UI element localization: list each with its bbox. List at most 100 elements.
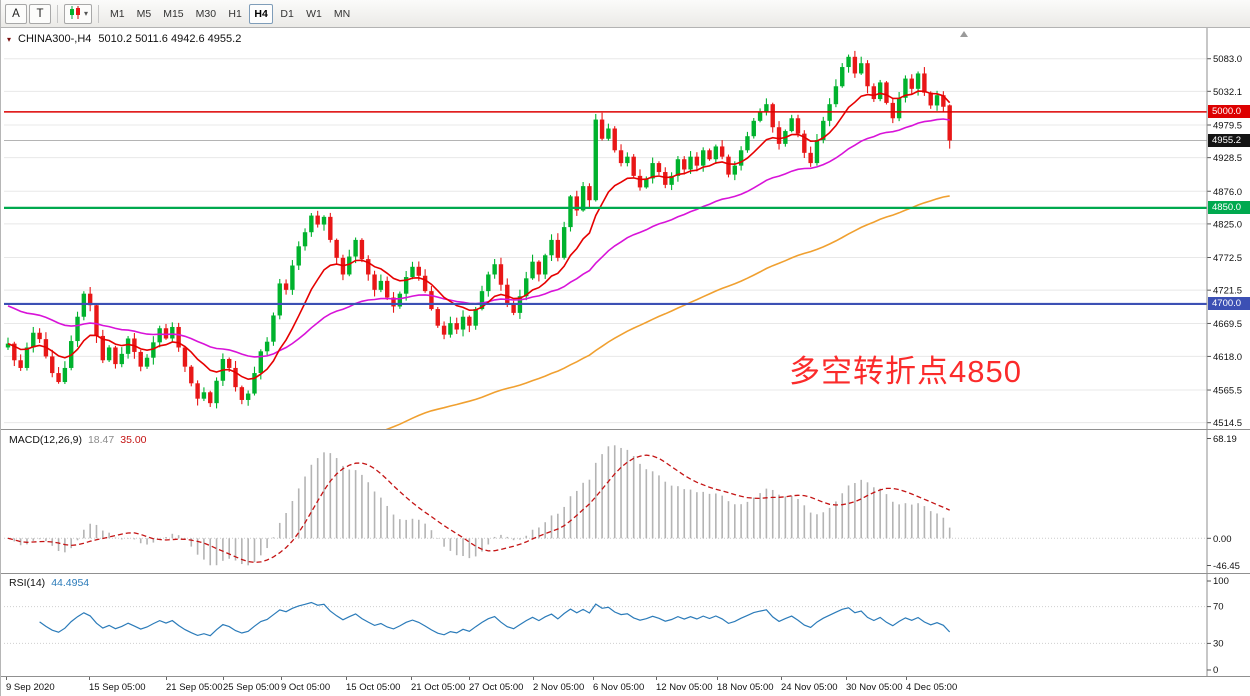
x-axis-label: 4 Dec 05:00 (906, 682, 958, 693)
ma-slow-line (385, 195, 950, 429)
x-axis-label: 2 Nov 05:00 (533, 682, 585, 693)
x-axis-label: 9 Sep 2020 (6, 682, 55, 693)
current-price-badge: 4955.2 (1208, 134, 1250, 148)
y-axis-label: 4618.0 (1213, 352, 1242, 363)
x-axis-label: 25 Sep 05:00 (223, 682, 280, 693)
rsi-label-row: RSI(14) 44.4954 (9, 577, 89, 589)
chart-colors-dropdown[interactable]: ▾ (64, 3, 93, 24)
timeframe-m1[interactable]: M1 (105, 4, 130, 24)
ma-fast-line (7, 90, 951, 381)
tool-button-a[interactable]: A (5, 3, 27, 24)
y-axis-label: 4772.5 (1213, 253, 1242, 264)
y-axis-label: 5032.1 (1213, 87, 1242, 98)
x-axis-tick (89, 677, 90, 680)
x-axis-tick (906, 677, 907, 680)
main-chart-panel[interactable]: 5083.0 5032.1 4979.5 4928.5 4876.0 4825.0 4772… (1, 28, 1250, 429)
candles-icon (68, 5, 82, 22)
macd-label: MACD(12,26,9) (9, 434, 82, 446)
y-axis-label: 4979.5 (1213, 120, 1242, 131)
panel-divider[interactable] (1, 427, 1250, 431)
rsi-line (39, 601, 951, 637)
y-axis-label: 4565.5 (1213, 386, 1242, 397)
x-axis-tick (781, 677, 782, 680)
rsi-axis-label: 30 (1213, 638, 1224, 649)
macd-label-row: MACD(12,26,9) 18.47 35.00 (9, 434, 147, 446)
timeframe-w1[interactable]: W1 (301, 4, 327, 24)
x-axis-tick (411, 677, 412, 680)
macd-value-signal: 35.00 (120, 434, 147, 446)
x-axis-tick (166, 677, 167, 680)
macd-signal-line (7, 454, 950, 564)
timeframe-h4[interactable]: H4 (249, 3, 274, 24)
x-axis-tick (223, 677, 224, 680)
level-badge-4700: 4700.0 (1208, 297, 1250, 311)
x-axis-tick (533, 677, 534, 680)
y-axis-label: 4825.0 (1213, 219, 1242, 230)
x-axis-label: 18 Nov 05:00 (717, 682, 774, 693)
panel-divider[interactable] (1, 571, 1250, 575)
chart-annotation[interactable]: 多空转折点4850 (789, 354, 1022, 389)
x-axis-label: 24 Nov 05:00 (781, 682, 838, 693)
timeframe-mn[interactable]: MN (329, 4, 355, 24)
x-axis-tick (593, 677, 594, 680)
x-axis-label: 12 Nov 05:00 (656, 682, 713, 693)
macd-histogram (7, 445, 951, 566)
chevron-down-icon: ▾ (84, 9, 89, 18)
toolbar-separator (98, 4, 100, 23)
x-axis-tick (346, 677, 347, 680)
quote-ohlc: 5010.2 5011.6 4942.6 4955.2 (98, 33, 242, 45)
timeframe-m5[interactable]: M5 (132, 4, 157, 24)
chart-shift-marker (960, 31, 968, 37)
ma-medium-line (7, 118, 950, 358)
rsi-svg: 100 70 30 0 (4, 574, 1229, 676)
x-axis-tick (656, 677, 657, 680)
candles-layer (5, 50, 952, 409)
symbol-dropdown-icon[interactable]: ▾ (7, 34, 12, 44)
date-axis[interactable]: 9 Sep 2020 15 Sep 05:00 21 Sep 05:00 25 Sep… (1, 676, 1250, 696)
rsi-axis-label: 0 (1213, 665, 1218, 676)
chart-stack: 5083.0 5032.1 4979.5 4928.5 4876.0 4825.0 4772… (1, 28, 1250, 696)
x-axis-tick (717, 677, 718, 680)
macd-panel[interactable]: 68.19 0.00 -46.45 (1, 429, 1250, 573)
x-axis-tick (6, 677, 7, 680)
x-axis-label: 30 Nov 05:00 (846, 682, 903, 693)
macd-axis-label: 0.00 (1213, 534, 1232, 545)
rsi-label: RSI(14) (9, 577, 46, 589)
x-axis-tick (846, 677, 847, 680)
timeframe-d1[interactable]: D1 (275, 4, 299, 24)
y-axis-label: 4514.5 (1213, 418, 1242, 429)
timeframe-m30[interactable]: M30 (191, 4, 221, 24)
x-axis-label: 9 Oct 05:00 (281, 682, 331, 693)
quote-line: ▾ CHINA300-,H4 5010.2 5011.6 4942.6 4955… (7, 33, 241, 45)
x-axis-label: 15 Sep 05:00 (89, 682, 146, 693)
x-axis-label: 27 Oct 05:00 (469, 682, 524, 693)
y-axis-label: 4876.0 (1213, 187, 1242, 198)
y-axis-label: 4928.5 (1213, 153, 1242, 164)
x-axis-label: 21 Sep 05:00 (166, 682, 223, 693)
macd-axis-label: 68.19 (1213, 434, 1237, 445)
timeframe-h1[interactable]: H1 (223, 4, 247, 24)
tool-button-t[interactable]: T (29, 3, 51, 24)
y-axis-label: 4669.5 (1213, 319, 1242, 330)
macd-svg: 68.19 0.00 -46.45 (4, 430, 1240, 573)
level-badge-4850: 4850.0 (1208, 201, 1250, 215)
x-axis-label: 15 Oct 05:00 (346, 682, 401, 693)
x-axis-tick (469, 677, 470, 680)
level-badge-5000: 5000.0 (1208, 105, 1250, 119)
chart-toolbar: A T ▾ M1 M5 M15 M30 H1 H4 D1 W1 MN (1, 0, 1250, 28)
macd-axis-label: -46.45 (1213, 561, 1240, 572)
rsi-axis-label: 100 (1213, 576, 1229, 587)
macd-value-main: 18.47 (87, 434, 115, 446)
price-chart-svg: 5083.0 5032.1 4979.5 4928.5 4876.0 4825.0 4772… (4, 28, 1242, 429)
y-axis-label: 5083.0 (1213, 54, 1242, 65)
rsi-panel[interactable]: 100 70 30 0 (1, 573, 1250, 676)
toolbar-separator (57, 4, 58, 23)
y-axis-label: 4721.5 (1213, 286, 1242, 297)
x-axis-tick (281, 677, 282, 680)
symbol-timeframe-label: CHINA300-,H4 (18, 33, 92, 45)
rsi-axis-label: 70 (1213, 602, 1224, 613)
x-axis-label: 6 Nov 05:00 (593, 682, 645, 693)
x-axis-label: 21 Oct 05:00 (411, 682, 466, 693)
timeframe-m15[interactable]: M15 (158, 4, 188, 24)
